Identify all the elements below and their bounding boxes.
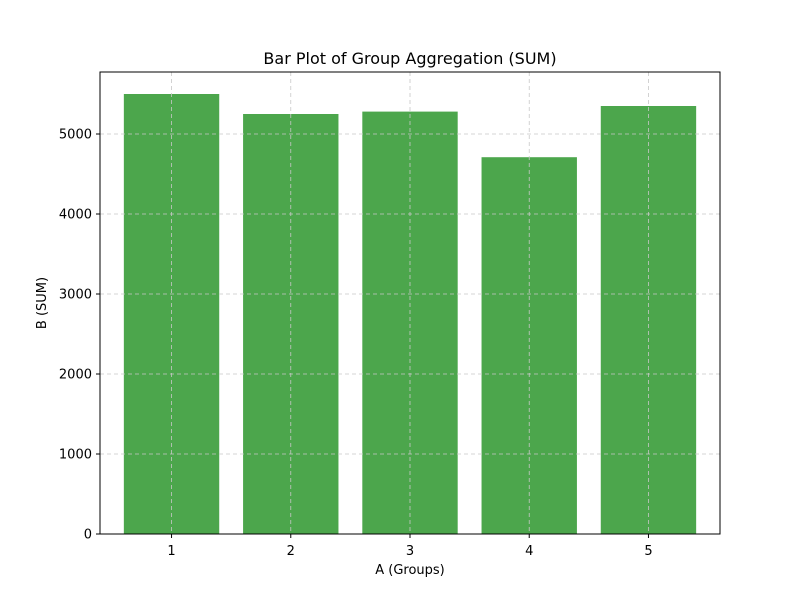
y-tick-label-0: 0 (84, 528, 92, 543)
y-tick-label-5000: 5000 (59, 128, 92, 143)
x-tick-label-5: 5 (644, 544, 652, 559)
y-tick-label-2000: 2000 (59, 368, 92, 383)
y-tick-label-1000: 1000 (59, 448, 92, 463)
plot-area: 0 1000 2000 3000 4000 5000 1 2 3 4 5 (59, 71, 721, 559)
y-tick-label-4000: 4000 (59, 208, 92, 223)
bar-3 (362, 111, 458, 534)
y-axis-label: B (SUM) (35, 277, 50, 329)
x-tick-label-2: 2 (287, 544, 295, 559)
x-axis-label: A (Groups) (375, 563, 445, 578)
x-tick-label-4: 4 (525, 544, 533, 559)
y-tick-label-3000: 3000 (59, 288, 92, 303)
x-tick-label-3: 3 (406, 544, 414, 559)
x-tick-label-1: 1 (167, 544, 175, 559)
chart-title: Bar Plot of Group Aggregation (SUM) (263, 49, 556, 68)
